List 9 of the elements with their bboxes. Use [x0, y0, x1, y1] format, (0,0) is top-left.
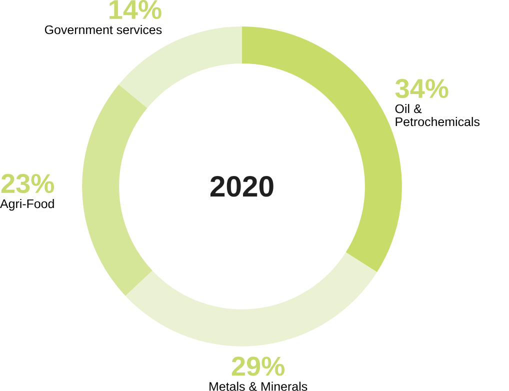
slice-label: Agri-Food — [0, 199, 54, 211]
data-label: 23% — [1, 174, 54, 194]
data-label: 29% — [232, 356, 284, 376]
data-label: 14% — [110, 0, 162, 20]
slice-label: Oil & Petrochemicals — [395, 104, 480, 126]
data-label: 34% — [395, 78, 448, 98]
slice-label: Metals & Minerals — [210, 382, 308, 391]
text: 2020 — [210, 176, 274, 197]
slice-label: Government services — [44, 25, 162, 34]
